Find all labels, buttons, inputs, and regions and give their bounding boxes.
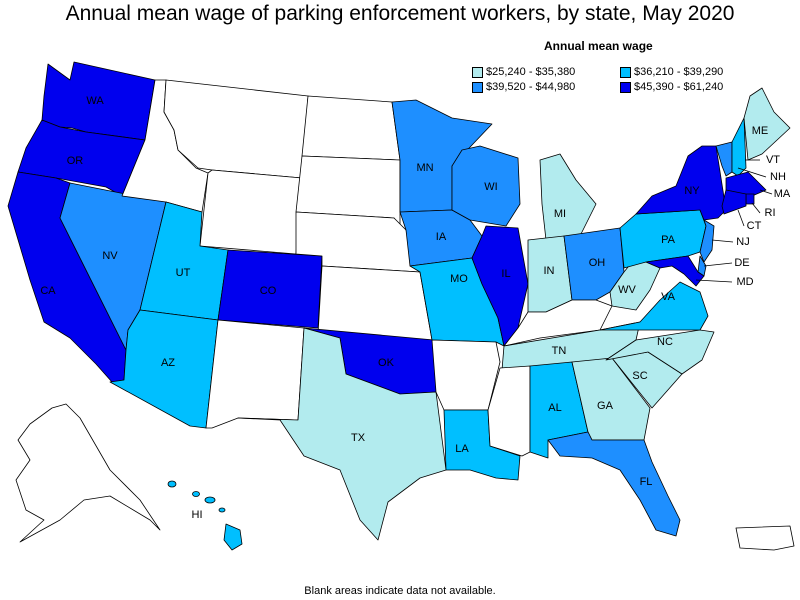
state-MI[interactable] <box>539 153 597 241</box>
state-NM[interactable] <box>205 319 305 429</box>
state-label-OR: OR <box>67 155 84 167</box>
state-WI[interactable] <box>451 145 521 227</box>
label-leader-line <box>703 262 733 267</box>
label-leader-line <box>759 189 773 195</box>
state-VA[interactable] <box>599 281 709 331</box>
state-label-HI: HI <box>192 509 203 521</box>
state-label-SC: SC <box>632 370 647 382</box>
state-label-WA: WA <box>86 95 104 107</box>
footnote: Blank areas indicate data not available. <box>304 585 496 597</box>
state-labels: WA OR CA NV UT AZ CO OK TX MN IA MO WI IL MI IN OH LA TN AL… <box>40 95 791 521</box>
state-NH[interactable] <box>731 117 747 177</box>
legend-swatch-1 <box>472 66 483 78</box>
state-ME[interactable] <box>743 87 791 161</box>
state-label-OK: OK <box>378 357 395 369</box>
state-label-VA: VA <box>661 291 676 303</box>
state-HI[interactable] <box>167 480 243 551</box>
state-ND[interactable] <box>301 95 401 161</box>
state-label-UT: UT <box>176 267 191 279</box>
state-label-MD: MD <box>736 276 753 288</box>
state-label-MO: MO <box>450 273 468 285</box>
label-leader-line <box>737 209 745 227</box>
state-label-VT: VT <box>766 154 780 166</box>
state-label-NH: NH <box>770 171 786 183</box>
state-MD[interactable] <box>645 255 705 287</box>
state-label-RI: RI <box>765 207 776 219</box>
label-leader-line <box>737 167 767 178</box>
legend-title: Annual mean wage <box>544 39 653 53</box>
state-label-NV: NV <box>102 250 118 262</box>
legend-label-2: $36,210 - $39,290 <box>634 66 724 78</box>
state-label-CA: CA <box>40 285 56 297</box>
legend-swatch-4 <box>620 81 631 93</box>
state-PR[interactable] <box>735 525 795 551</box>
map-title: Annual mean wage of parking enforcement … <box>65 2 735 25</box>
state-WY[interactable] <box>199 169 303 255</box>
state-TX[interactable] <box>237 327 447 541</box>
state-label-IA: IA <box>436 231 447 243</box>
state-NC[interactable] <box>605 329 715 375</box>
state-label-AL: AL <box>548 402 561 414</box>
state-KS[interactable] <box>317 265 433 341</box>
legend-swatch-2 <box>620 66 631 78</box>
legend-item-3: $39,520 - $44,980 <box>472 81 575 93</box>
state-label-IL: IL <box>501 268 510 280</box>
state-label-WV: WV <box>618 284 636 296</box>
state-label-OH: OH <box>589 257 606 269</box>
legend-item-4: $45,390 - $61,240 <box>620 81 723 93</box>
state-FL[interactable] <box>547 431 681 537</box>
state-KY[interactable] <box>503 299 613 347</box>
state-AK[interactable] <box>15 403 161 543</box>
state-label-MI: MI <box>554 208 566 220</box>
state-label-LA: LA <box>455 443 469 455</box>
state-label-CT: CT <box>747 220 762 232</box>
state-RI[interactable] <box>745 193 755 205</box>
state-label-PA: PA <box>661 234 676 246</box>
state-label-CO: CO <box>260 285 277 297</box>
legend-label-4: $45,390 - $61,240 <box>634 81 724 93</box>
label-leader-line <box>695 279 733 283</box>
state-VT[interactable] <box>715 141 733 177</box>
state-label-TX: TX <box>351 432 366 444</box>
state-AR[interactable] <box>431 339 501 411</box>
state-label-WI: WI <box>484 181 497 193</box>
state-NY[interactable] <box>635 145 727 221</box>
state-label-GA: GA <box>597 400 614 412</box>
state-label-MN: MN <box>416 162 433 174</box>
legend-label-3: $39,520 - $44,980 <box>486 81 576 93</box>
state-label-NY: NY <box>684 185 700 197</box>
legend-item-1: $25,240 - $35,380 <box>472 66 575 78</box>
legend-label-1: $25,240 - $35,380 <box>486 66 576 78</box>
state-label-IN: IN <box>544 265 555 277</box>
label-leader-line <box>711 239 734 243</box>
state-label-FL: FL <box>640 476 653 488</box>
state-label-MA: MA <box>774 188 791 200</box>
state-label-ME: ME <box>752 125 769 137</box>
state-label-NC: NC <box>657 336 673 348</box>
label-leader-line <box>751 202 761 214</box>
state-CT[interactable] <box>721 189 747 215</box>
legend-item-2: $36,210 - $39,290 <box>620 66 723 78</box>
legend-swatch-3 <box>472 81 483 93</box>
state-label-AZ: AZ <box>161 357 175 369</box>
state-label-TN: TN <box>552 345 567 357</box>
state-label-DE: DE <box>734 257 749 269</box>
state-label-NJ: NJ <box>736 236 749 248</box>
